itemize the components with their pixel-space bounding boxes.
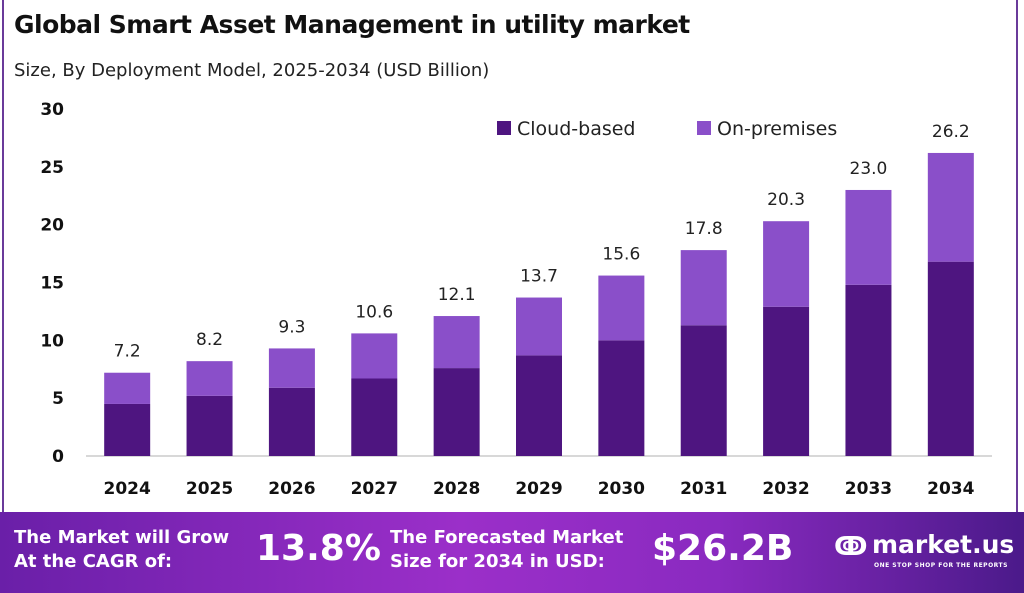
total-label: 15.6 xyxy=(602,245,640,265)
x-tick-label: 2025 xyxy=(186,479,233,499)
bar-on-premises xyxy=(845,189,892,285)
bar-cloud-based xyxy=(104,403,151,456)
total-label: 12.1 xyxy=(438,285,476,305)
cagr-label-line2: At the CAGR of: xyxy=(14,551,173,572)
total-label: 9.3 xyxy=(278,317,305,337)
bar-on-premises xyxy=(598,275,645,341)
chart-title: Global Smart Asset Management in utility… xyxy=(14,10,690,39)
forecast-value: $26.2B xyxy=(652,528,794,569)
bar-on-premises xyxy=(763,221,810,307)
bar-cloud-based xyxy=(186,395,233,456)
bar-on-premises xyxy=(680,250,727,326)
cagr-value: 13.8% xyxy=(256,528,381,569)
logo-tagline: ONE STOP SHOP FOR THE REPORTS xyxy=(874,562,1008,569)
bar-cloud-based xyxy=(598,340,645,456)
summary-banner: The Market will Grow At the CAGR of: 13.… xyxy=(0,512,1024,593)
logo-icon: ↂ xyxy=(834,532,868,562)
total-label: 20.3 xyxy=(767,190,805,210)
x-tick-label: 2030 xyxy=(598,479,645,499)
bar-on-premises xyxy=(351,333,398,379)
x-tick-label: 2024 xyxy=(104,479,151,499)
chart-frame xyxy=(2,0,1018,512)
bar-on-premises xyxy=(186,361,233,396)
logo-text: market.us xyxy=(872,530,1015,559)
x-tick-label: 2029 xyxy=(515,479,562,499)
x-tick-label: 2028 xyxy=(433,479,480,499)
bar-cloud-based xyxy=(268,387,315,456)
legend-swatch xyxy=(697,121,711,135)
forecast-label-line2: Size for 2034 in USD: xyxy=(390,551,605,572)
x-tick-label: 2031 xyxy=(680,479,727,499)
bar-cloud-based xyxy=(680,325,727,456)
y-tick-label: 30 xyxy=(40,100,64,120)
y-tick-label: 10 xyxy=(40,331,64,351)
cagr-label: The Market will Grow At the CAGR of: xyxy=(14,526,229,574)
x-tick-label: 2033 xyxy=(845,479,892,499)
legend-swatch xyxy=(497,121,511,135)
total-label: 23.0 xyxy=(850,159,888,179)
stacked-bar-chart: 0510152025307.220248.220259.3202610.6202… xyxy=(40,100,992,499)
forecast-label-line1: The Forecasted Market xyxy=(390,527,624,548)
x-tick-label: 2032 xyxy=(762,479,809,499)
y-tick-label: 25 xyxy=(40,158,64,178)
total-label: 10.6 xyxy=(355,302,393,322)
x-tick-label: 2034 xyxy=(927,479,974,499)
bar-on-premises xyxy=(433,316,480,369)
total-label: 17.8 xyxy=(685,219,723,239)
chart-subtitle: Size, By Deployment Model, 2025-2034 (US… xyxy=(14,60,490,81)
y-tick-label: 20 xyxy=(40,216,64,236)
bar-on-premises xyxy=(268,348,315,388)
y-tick-label: 5 xyxy=(52,389,64,409)
bar-on-premises xyxy=(516,297,562,356)
bar-cloud-based xyxy=(516,355,562,456)
total-label: 26.2 xyxy=(932,122,970,142)
bar-cloud-based xyxy=(845,284,892,456)
total-label: 13.7 xyxy=(520,267,558,287)
cagr-label-line1: The Market will Grow xyxy=(14,527,230,548)
bar-cloud-based xyxy=(351,378,398,456)
forecast-label: The Forecasted Market Size for 2034 in U… xyxy=(390,526,623,574)
x-tick-label: 2027 xyxy=(351,479,398,499)
total-label: 7.2 xyxy=(114,342,141,362)
y-tick-label: 0 xyxy=(52,447,64,467)
x-tick-label: 2026 xyxy=(268,479,315,499)
legend-label: Cloud-based xyxy=(517,118,635,140)
total-label: 8.2 xyxy=(196,330,223,350)
bar-on-premises xyxy=(927,152,974,262)
legend-label: On-premises xyxy=(717,118,837,140)
y-tick-label: 15 xyxy=(40,274,64,294)
bar-cloud-based xyxy=(763,306,810,456)
bar-on-premises xyxy=(104,372,151,404)
bar-cloud-based xyxy=(927,261,974,456)
bar-cloud-based xyxy=(433,368,480,456)
